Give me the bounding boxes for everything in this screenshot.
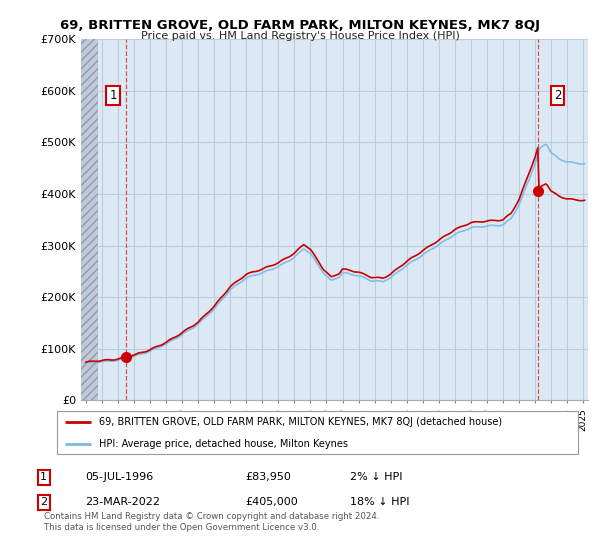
Text: 2: 2 <box>40 497 47 507</box>
Text: 69, BRITTEN GROVE, OLD FARM PARK, MILTON KEYNES, MK7 8QJ (detached house): 69, BRITTEN GROVE, OLD FARM PARK, MILTON… <box>99 417 502 427</box>
Text: 1: 1 <box>40 472 47 482</box>
Text: £405,000: £405,000 <box>245 497 298 507</box>
Text: 23-MAR-2022: 23-MAR-2022 <box>85 497 160 507</box>
Bar <box>81 39 98 400</box>
Bar <box>81 39 98 400</box>
Text: 1: 1 <box>109 88 117 102</box>
Text: 2: 2 <box>554 88 561 102</box>
Text: £83,950: £83,950 <box>245 472 291 482</box>
Text: Contains HM Land Registry data © Crown copyright and database right 2024.
This d: Contains HM Land Registry data © Crown c… <box>44 512 379 531</box>
Text: 69, BRITTEN GROVE, OLD FARM PARK, MILTON KEYNES, MK7 8QJ: 69, BRITTEN GROVE, OLD FARM PARK, MILTON… <box>60 19 540 32</box>
FancyBboxPatch shape <box>56 410 578 455</box>
Text: HPI: Average price, detached house, Milton Keynes: HPI: Average price, detached house, Milt… <box>99 438 348 449</box>
Text: 18% ↓ HPI: 18% ↓ HPI <box>350 497 410 507</box>
Text: Price paid vs. HM Land Registry's House Price Index (HPI): Price paid vs. HM Land Registry's House … <box>140 31 460 41</box>
Text: 2% ↓ HPI: 2% ↓ HPI <box>350 472 403 482</box>
Text: 05-JUL-1996: 05-JUL-1996 <box>85 472 154 482</box>
